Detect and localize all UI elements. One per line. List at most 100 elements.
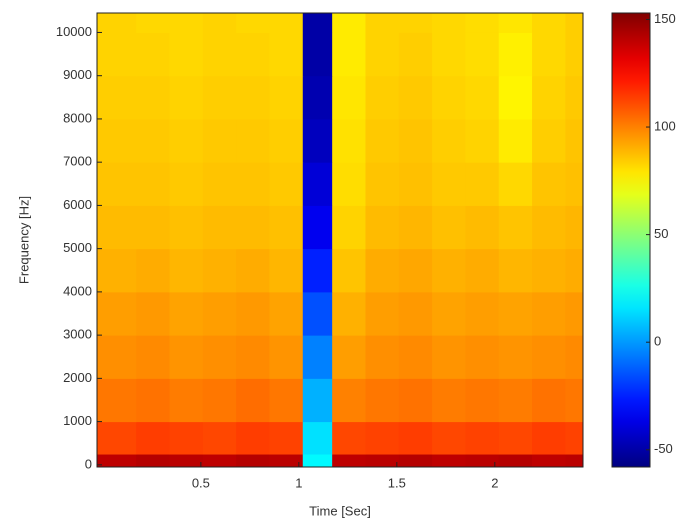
heatmap-cell bbox=[332, 335, 366, 379]
heatmap-cell bbox=[565, 32, 584, 77]
heatmap-cell bbox=[136, 13, 171, 33]
heatmap-cell bbox=[236, 291, 270, 336]
heatmap-cell bbox=[169, 291, 204, 336]
heatmap-cell bbox=[169, 13, 204, 33]
heatmap-cell bbox=[169, 378, 204, 423]
heatmap-cell bbox=[365, 248, 400, 293]
heatmap-cell bbox=[332, 13, 366, 33]
heatmap-cell bbox=[432, 421, 466, 455]
heatmap-cell bbox=[302, 378, 333, 423]
heatmap-cell bbox=[302, 335, 333, 379]
heatmap-cell bbox=[465, 378, 500, 423]
heatmap-cell bbox=[565, 75, 584, 120]
heatmap-cell bbox=[236, 13, 270, 33]
heatmap-cell bbox=[202, 454, 237, 468]
heatmap-cell bbox=[498, 32, 533, 77]
heatmap-cell bbox=[432, 13, 466, 33]
heatmap-cell bbox=[332, 118, 366, 163]
heatmap-cell bbox=[269, 454, 304, 468]
heatmap-cell bbox=[269, 421, 304, 455]
heatmap-cell bbox=[332, 248, 366, 293]
heatmap-cell bbox=[202, 335, 237, 379]
heatmap-cell bbox=[136, 454, 171, 468]
heatmap-cell bbox=[269, 248, 304, 293]
heatmap-cell bbox=[498, 118, 533, 163]
heatmap-cell bbox=[169, 205, 204, 250]
heatmap-cell bbox=[332, 378, 366, 423]
heatmap-cell bbox=[97, 205, 137, 250]
heatmap-cell bbox=[236, 335, 270, 379]
heatmap-cell bbox=[302, 248, 333, 293]
colorbar-tick-label: -50 bbox=[654, 441, 673, 456]
y-tick-label: 9000 bbox=[63, 67, 92, 82]
y-tick-label: 7000 bbox=[63, 154, 92, 169]
heatmap-cell bbox=[398, 13, 433, 33]
heatmap-cell bbox=[565, 421, 584, 455]
colorbar-tick-label: 50 bbox=[654, 226, 668, 241]
heatmap-cell bbox=[365, 335, 400, 379]
heatmap-cell bbox=[202, 421, 237, 455]
heatmap-cell bbox=[236, 75, 270, 120]
heatmap-cell bbox=[465, 291, 500, 336]
heatmap-cell bbox=[432, 291, 466, 336]
heatmap-cell bbox=[236, 454, 270, 468]
heatmap-cell bbox=[332, 32, 366, 77]
x-tick-label: 0.5 bbox=[192, 475, 210, 490]
heatmap-cell bbox=[532, 421, 566, 455]
heatmap-cell bbox=[332, 162, 366, 206]
heatmap-cell bbox=[565, 205, 584, 250]
heatmap-cell bbox=[302, 32, 333, 77]
heatmap-cell bbox=[202, 205, 237, 250]
heatmap-cell bbox=[97, 118, 137, 163]
heatmap-cell bbox=[565, 291, 584, 336]
y-tick-label: 5000 bbox=[63, 240, 92, 255]
heatmap-cell bbox=[136, 75, 171, 120]
heatmap-cell bbox=[302, 118, 333, 163]
heatmap-cell bbox=[465, 454, 500, 468]
y-tick-label: 10000 bbox=[56, 24, 92, 39]
y-tick-label: 1000 bbox=[63, 413, 92, 428]
heatmap-cell bbox=[432, 335, 466, 379]
heatmap-cell bbox=[398, 248, 433, 293]
heatmap-cell bbox=[532, 378, 566, 423]
heatmap-cell bbox=[432, 32, 466, 77]
heatmap-cell bbox=[236, 205, 270, 250]
heatmap-cell bbox=[565, 248, 584, 293]
heatmap-cell bbox=[169, 32, 204, 77]
heatmap-cell bbox=[302, 162, 333, 206]
heatmap-cell bbox=[269, 335, 304, 379]
y-tick-label: 8000 bbox=[63, 110, 92, 125]
heatmap-cell bbox=[365, 162, 400, 206]
heatmap-cell bbox=[269, 118, 304, 163]
heatmap-cell bbox=[269, 75, 304, 120]
heatmap-cell bbox=[136, 32, 171, 77]
heatmap-cell bbox=[498, 205, 533, 250]
heatmap-cell bbox=[432, 454, 466, 468]
heatmap-cell bbox=[97, 378, 137, 423]
heatmap-cell bbox=[498, 378, 533, 423]
heatmap-cell bbox=[432, 248, 466, 293]
heatmap-cell bbox=[565, 378, 584, 423]
heatmap-cell bbox=[332, 75, 366, 120]
heatmap-cell bbox=[136, 378, 171, 423]
heatmap-cell bbox=[136, 205, 171, 250]
heatmap-cell bbox=[302, 75, 333, 120]
heatmap-cell bbox=[498, 248, 533, 293]
heatmap-cell bbox=[136, 162, 171, 206]
heatmap-cell bbox=[236, 378, 270, 423]
heatmap-cell bbox=[332, 421, 366, 455]
heatmap-cell bbox=[498, 13, 533, 33]
heatmap-cell bbox=[97, 454, 137, 468]
y-tick-label: 6000 bbox=[63, 197, 92, 212]
heatmap-cell bbox=[565, 13, 584, 33]
heatmap-cell bbox=[532, 454, 566, 468]
heatmap-cell bbox=[398, 32, 433, 77]
heatmap-cell bbox=[532, 118, 566, 163]
colorbar bbox=[611, 12, 651, 468]
heatmap-cell bbox=[365, 454, 400, 468]
heatmap-cell bbox=[236, 162, 270, 206]
heatmap-cell bbox=[269, 378, 304, 423]
colorbar-tick-label: 150 bbox=[654, 11, 676, 26]
heatmap-cell bbox=[365, 75, 400, 120]
heatmap-cell bbox=[498, 75, 533, 120]
